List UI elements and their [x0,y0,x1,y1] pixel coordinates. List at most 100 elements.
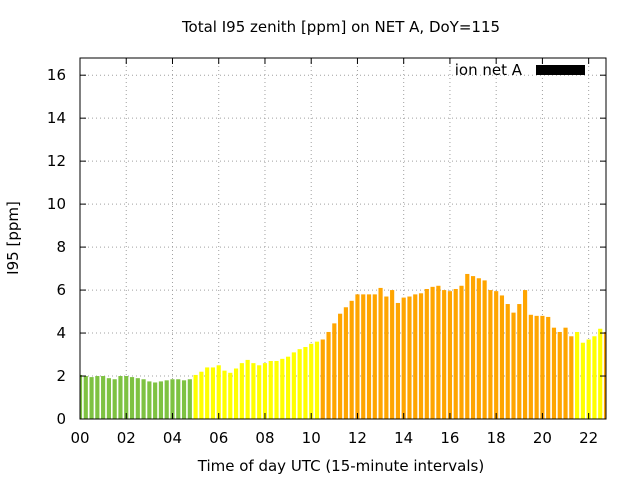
bar [257,365,262,419]
bar [424,288,429,419]
bar [499,295,505,419]
bar [118,376,123,419]
bar [135,378,140,419]
bar [222,370,227,419]
bar [355,294,360,419]
bar [413,294,418,419]
bar [129,377,135,419]
bar [112,379,117,419]
y-tick-label: 2 [56,367,66,385]
bar [158,381,164,419]
bar [303,347,308,419]
bar [245,359,250,419]
bar [210,367,216,419]
bar [534,315,539,419]
y-tick-label: 6 [56,281,66,299]
x-tick-label: 00 [70,429,89,447]
bar [603,331,606,419]
bar [540,315,545,419]
bar [332,323,337,419]
bar [465,273,470,419]
y-tick-label: 4 [56,324,66,342]
bar [546,316,551,419]
bar [528,314,533,419]
bar [586,339,591,419]
bar [80,374,83,419]
bar [557,331,562,419]
bar [378,287,383,419]
y-axis-label: I95 [ppm] [4,201,22,275]
bar [228,372,233,419]
bar [447,291,453,419]
bar [181,380,187,419]
bar [575,331,580,419]
bar [101,376,106,419]
x-tick-label: 20 [533,429,552,447]
bar [176,379,181,419]
bar [297,349,302,419]
x-tick-label: 14 [394,429,413,447]
y-tick-label: 0 [56,410,66,428]
x-tick-label: 16 [440,429,459,447]
y-tick-label: 16 [47,66,66,84]
bar [407,296,412,419]
y-tick-label: 8 [56,238,66,256]
bar [372,294,377,419]
bar [459,285,464,419]
bar [401,297,406,419]
bar [395,302,400,419]
bar [522,290,528,419]
bar [141,379,146,419]
y-tick-label: 12 [47,152,66,170]
bar [187,379,192,419]
x-tick-label: 02 [117,429,136,447]
bar [563,327,568,419]
bar [551,327,557,419]
bar [320,339,325,419]
bar [124,376,129,419]
chart-title: Total I95 zenith [ppm] on NET A, DoY=115 [181,18,500,36]
x-tick-label: 08 [255,429,274,447]
bar [280,358,285,419]
bar [106,378,111,419]
bar [366,294,372,419]
bar [418,293,424,419]
bar [338,313,343,419]
bar [89,377,94,419]
bar [598,328,603,419]
bar [216,365,221,419]
bar [384,296,389,419]
bar [164,380,169,419]
x-axis-label: Time of day UTC (15-minute intervals) [197,457,484,475]
bar [569,336,574,419]
bar [343,307,348,419]
bar [268,360,273,419]
x-tick-label: 06 [209,429,228,447]
bar [233,368,239,419]
bar [476,278,481,419]
bar [205,367,210,419]
bar [505,304,510,419]
bar [470,276,476,419]
bar [147,381,152,419]
x-tick-label: 10 [302,429,321,447]
bar [309,343,314,419]
bar [442,290,447,419]
x-tick-label: 18 [487,429,506,447]
bar [170,379,175,419]
x-tick-label: 04 [163,429,182,447]
bar [193,374,198,419]
bar [349,300,354,419]
x-tick-label: 22 [579,429,598,447]
plot-frame [79,57,607,420]
y-tick-label: 10 [47,195,66,213]
bar [580,342,585,419]
legend-label: ion net A [455,61,523,79]
bar [488,290,493,419]
bar [239,363,244,419]
bar [314,341,320,419]
bar [517,304,522,419]
bar [511,312,516,419]
